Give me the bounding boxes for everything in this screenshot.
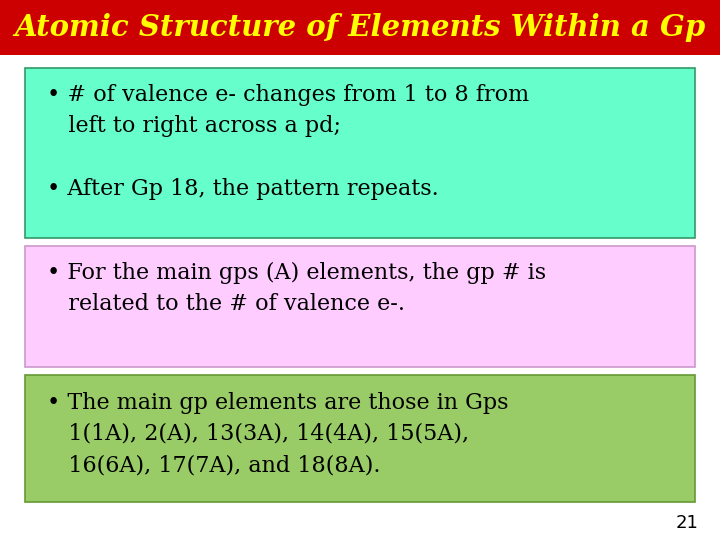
- Bar: [0, 0, 720, 55]
- Text: • # of valence e- changes from 1 to 8 from
   left to right across a pd;

• Afte: • # of valence e- changes from 1 to 8 fr…: [47, 84, 529, 200]
- Text: • For the main gps (A) elements, the gp # is
   related to the # of valence e-.: • For the main gps (A) elements, the gp …: [47, 262, 546, 315]
- Text: • The main gp elements are those in Gps
   1(1A), 2(A), 13(3A), 14(4A), 15(5A),
: • The main gp elements are those in Gps …: [47, 392, 508, 476]
- FancyBboxPatch shape: [25, 68, 695, 238]
- Text: Atomic Structure of Elements Within a Gp: Atomic Structure of Elements Within a Gp: [14, 13, 706, 42]
- FancyBboxPatch shape: [25, 375, 695, 502]
- FancyBboxPatch shape: [25, 246, 695, 367]
- Text: 21: 21: [675, 514, 698, 532]
